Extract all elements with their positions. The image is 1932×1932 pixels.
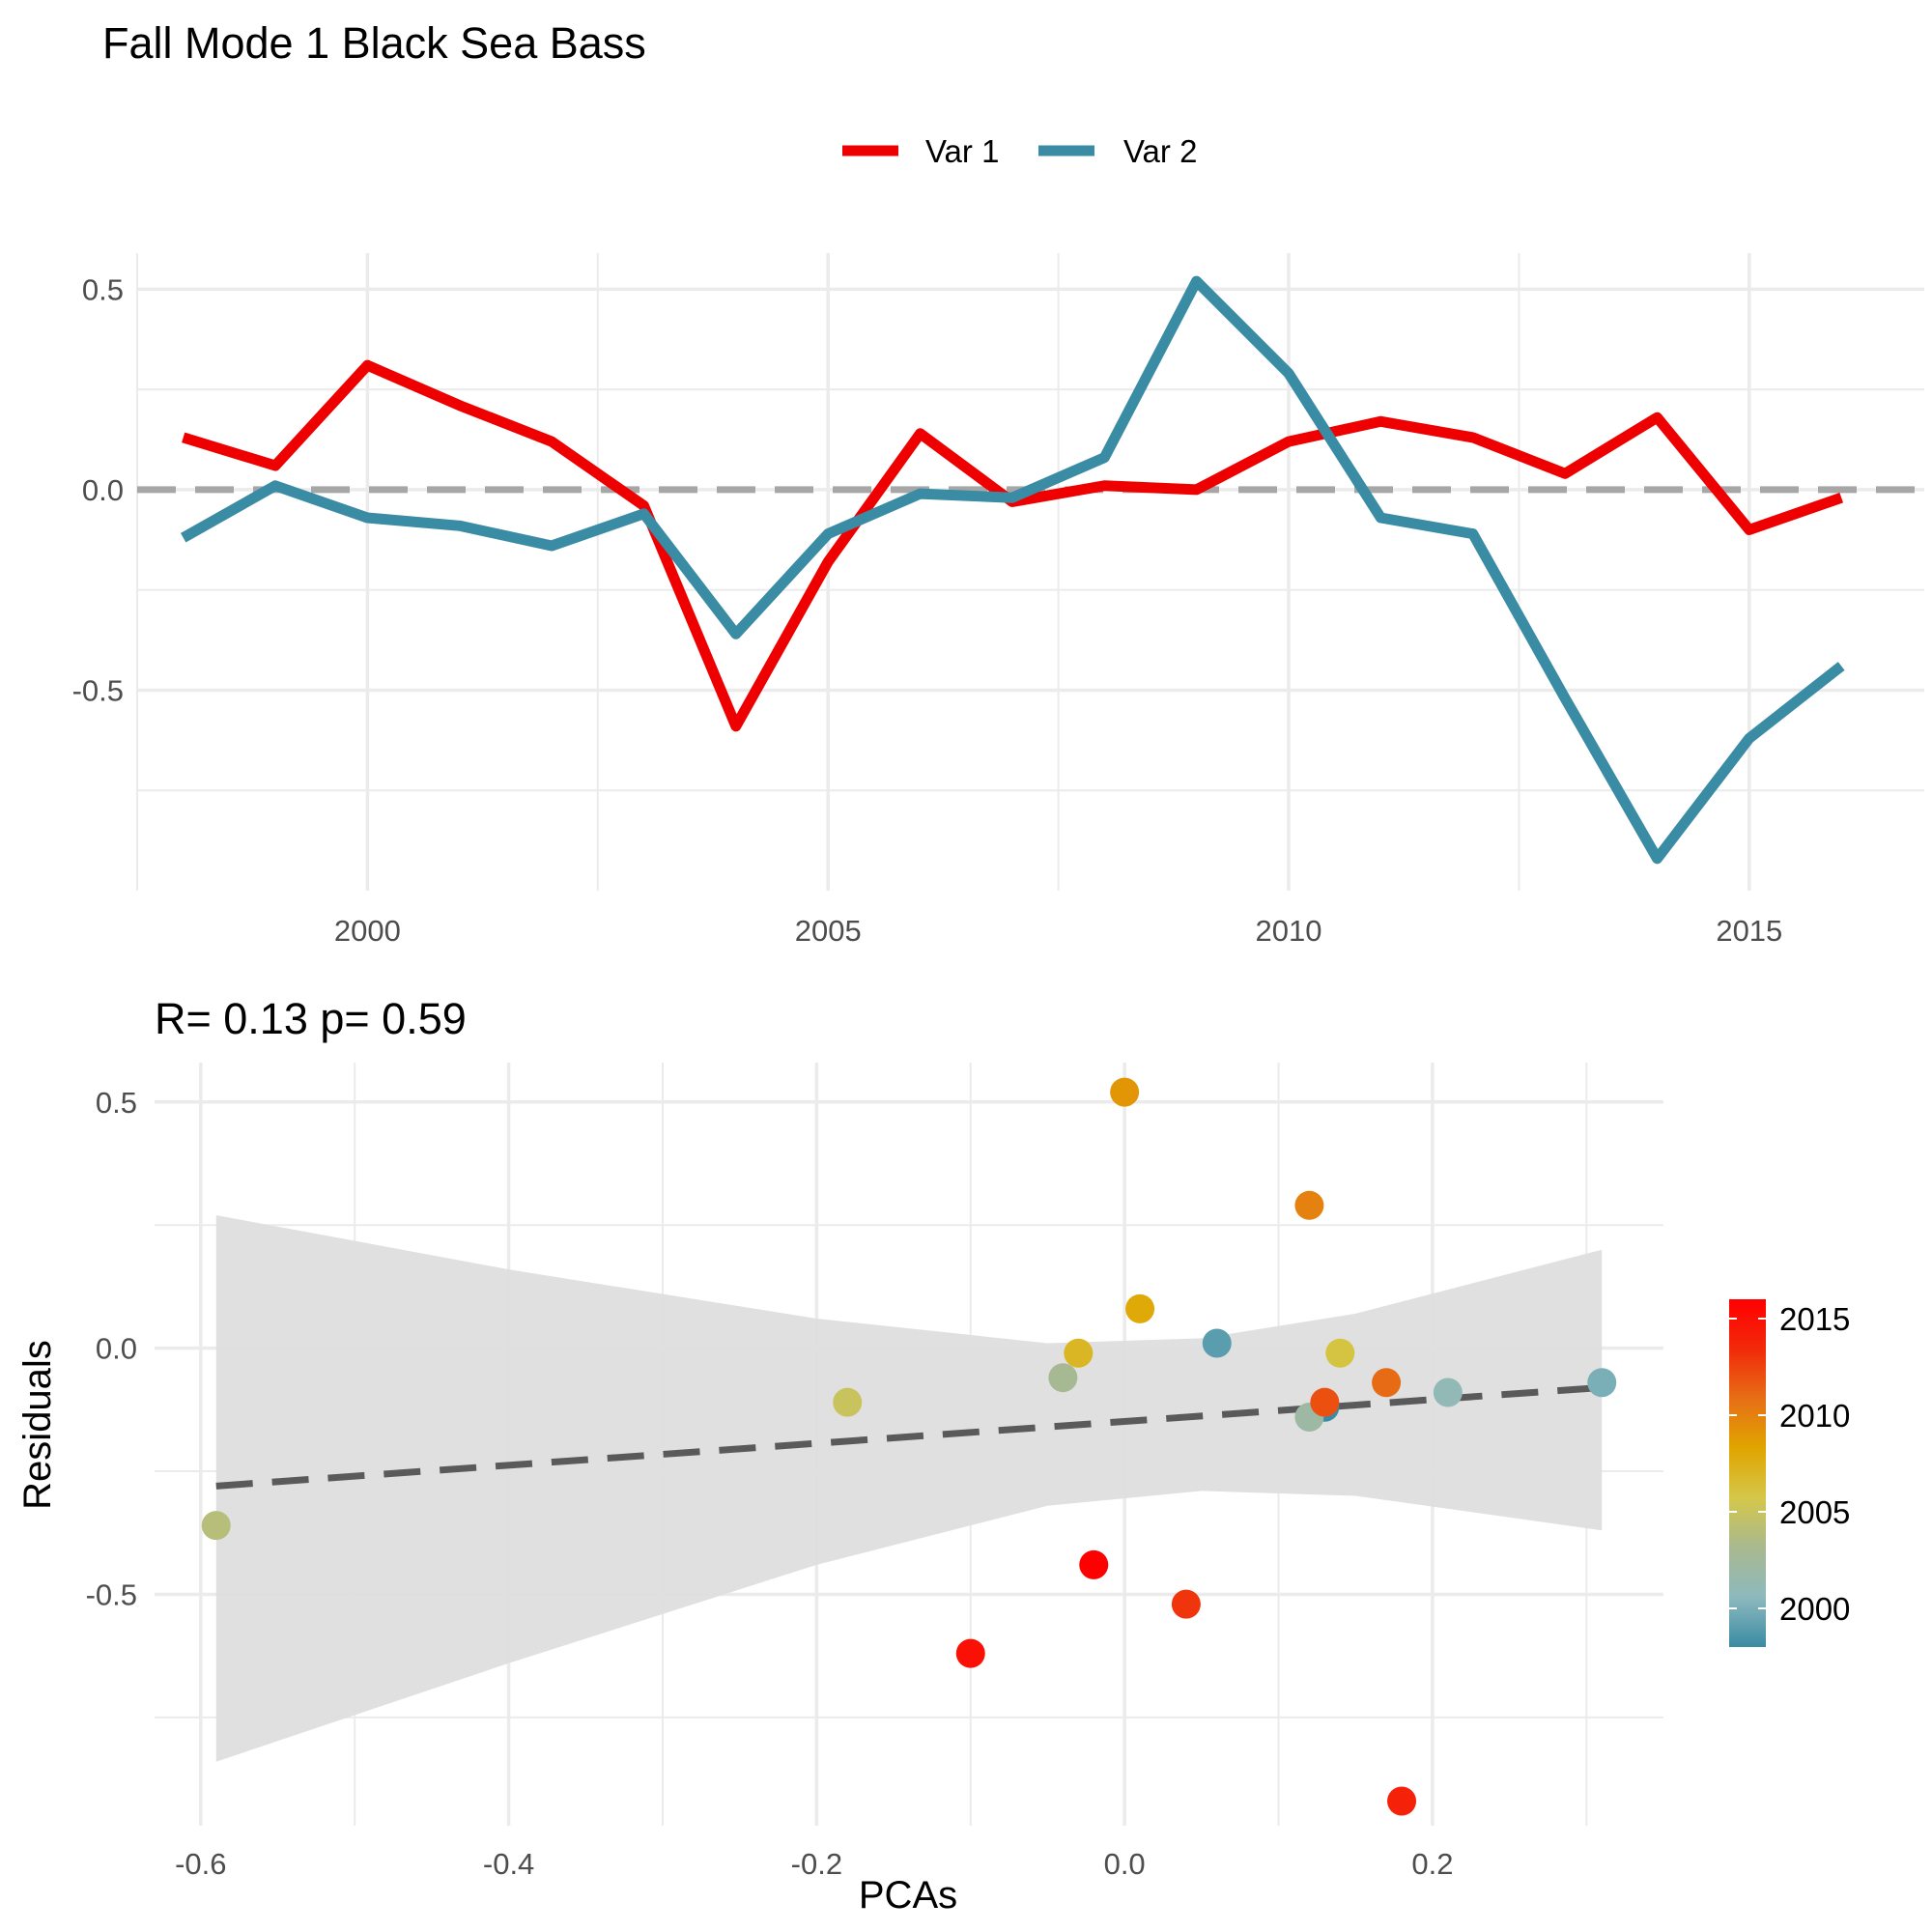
colorbar-tick-label: 2000 [1779,1591,1850,1627]
x-tick-label: -0.4 [483,1847,534,1881]
y-tick-label: -0.5 [72,673,124,707]
top-tick-labels: 2000 2005 2010 2015 0.5 0.0 -0.5 [72,272,1783,948]
legend-label-var1: Var 1 [925,133,999,169]
series-line-var2 [180,275,1845,865]
scatter-point [1125,1293,1155,1323]
scatter-tick-labels: -0.6 -0.4 -0.2 0.0 0.2 0.5 0.0 -0.5 [86,1086,1454,1881]
scatter-point [1110,1077,1140,1107]
scatter-point [1171,1589,1201,1619]
scatter-point [1202,1328,1232,1358]
scatter-points [201,1077,1617,1816]
scatter-point [1310,1387,1340,1417]
colorbar: 2000 2005 2010 2015 [1729,1299,1850,1647]
scatter-point [1294,1190,1324,1220]
scatter-point [1048,1363,1078,1393]
scatter-chart: R= 0.13 p= 0.59 -0.6 -0.4 -0.2 0.0 0.2 0.5 0.0… [16,994,1663,1917]
y-tick-label: 0.0 [96,1332,137,1366]
scatter-point [1387,1786,1417,1816]
scatter-title: R= 0.13 p= 0.59 [155,994,467,1043]
x-tick-label: 2015 [1716,914,1782,948]
x-tick-label: -0.2 [791,1847,842,1881]
scatter-point [1372,1368,1402,1398]
scatter-point [1064,1338,1094,1368]
y-tick-label: 0.5 [82,272,124,306]
x-tick-label: 2010 [1256,914,1322,948]
scatter-point [955,1638,985,1668]
x-tick-label: -0.6 [175,1847,226,1881]
scatter-point [833,1387,863,1417]
colorbar-ticks: 2000 2005 2010 2015 [1729,1301,1850,1627]
y-tick-label: 0.5 [96,1086,137,1120]
colorbar-tick-label: 2010 [1779,1398,1850,1434]
fit-line [215,1383,1603,1490]
y-tick-label: 0.0 [82,473,124,507]
x-tick-label: 0.2 [1411,1847,1453,1881]
x-tick-label: 2005 [795,914,862,948]
colorbar-tick-label: 2005 [1779,1494,1850,1530]
scatter-point [1587,1368,1617,1398]
y-tick-label: -0.5 [86,1577,137,1611]
legend-label-var2: Var 2 [1123,133,1197,169]
time-series-chart: 2000 2005 2010 2015 0.5 0.0 -0.5 [72,253,1924,948]
top-grid [136,253,1924,891]
figure-title: Fall Mode 1 Black Sea Bass [102,18,646,68]
scatter-point [201,1511,231,1541]
top-series [180,275,1845,865]
scatter-point [1433,1378,1463,1407]
scatter-point [1079,1549,1109,1579]
x-axis-label: PCAs [859,1874,957,1917]
legend: Var 1 Var 2 [842,133,1197,169]
colorbar-tick-label: 2015 [1779,1301,1850,1337]
colorbar-gradient [1729,1299,1766,1647]
x-tick-label: 2000 [334,914,401,948]
scatter-point [1325,1338,1355,1368]
series-line-var1 [182,359,1844,732]
y-axis-label: Residuals [16,1340,59,1510]
confidence-band [215,1215,1603,1762]
x-tick-label: 0.0 [1104,1847,1146,1881]
